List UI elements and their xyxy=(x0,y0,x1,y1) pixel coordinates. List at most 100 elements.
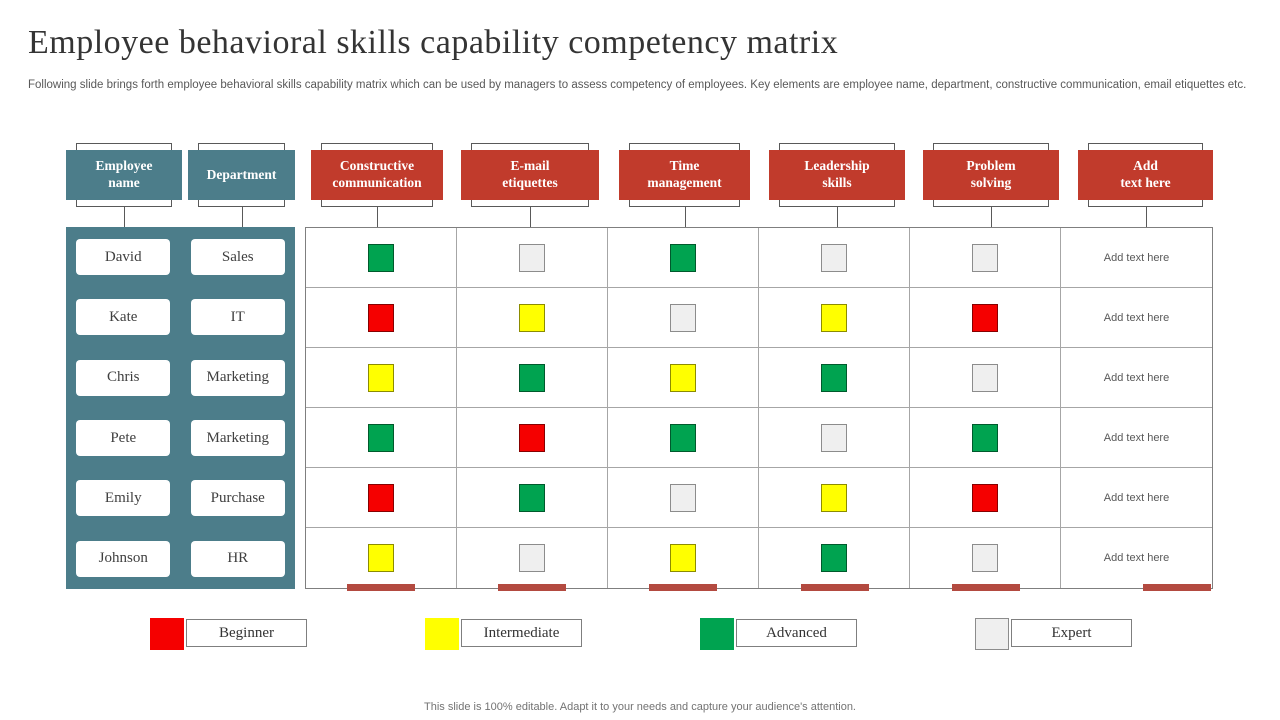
rating-square-advanced[interactable] xyxy=(519,363,545,392)
employee-name-box[interactable]: Kate xyxy=(76,299,171,336)
employee-row-cell: David xyxy=(66,227,181,287)
rating-cell xyxy=(457,348,608,408)
rating-square-advanced[interactable] xyxy=(368,423,394,452)
rating-cell xyxy=(759,288,910,348)
column-header-problem-solving: Problem solving xyxy=(923,143,1059,227)
rating-square-beginner[interactable] xyxy=(972,303,998,332)
header-label[interactable]: Problem solving xyxy=(923,150,1059,200)
employee-row-cell: Emily xyxy=(66,468,181,528)
rating-square-expert[interactable] xyxy=(519,243,545,272)
header-label[interactable]: Time management xyxy=(619,150,750,200)
rating-square-beginner[interactable] xyxy=(519,423,545,452)
rating-square-advanced[interactable] xyxy=(972,423,998,452)
employee-panel-grid: David Sales Kate IT Chris Marketing Pete Market… xyxy=(66,227,295,589)
employee-row-cell: Pete xyxy=(66,408,181,468)
department-box[interactable]: Purchase xyxy=(190,480,285,517)
rating-cell xyxy=(457,408,608,468)
rating-square-advanced[interactable] xyxy=(670,423,696,452)
add-text-cell[interactable]: Add text here xyxy=(1061,468,1212,528)
rating-square-intermediate[interactable] xyxy=(368,544,394,572)
rating-square-expert[interactable] xyxy=(972,243,998,272)
legend-label-box[interactable]: Intermediate xyxy=(461,619,582,647)
add-text-label: Add text here xyxy=(1103,431,1170,444)
department-box[interactable]: Marketing xyxy=(190,359,285,396)
rating-square-advanced[interactable] xyxy=(519,483,545,512)
rating-cell xyxy=(306,228,457,288)
rating-square-intermediate[interactable] xyxy=(821,303,847,332)
rating-square-intermediate[interactable] xyxy=(519,303,545,332)
legend-swatch-intermediate[interactable] xyxy=(425,618,459,650)
rating-square-advanced[interactable] xyxy=(821,363,847,392)
slide-subtitle: Following slide brings forth employee be… xyxy=(28,79,1247,91)
department-box[interactable]: IT xyxy=(190,299,285,336)
rating-square-beginner[interactable] xyxy=(972,483,998,512)
legend-label-box[interactable]: Beginner xyxy=(186,619,307,647)
column-header-add-text-here: Add text here xyxy=(1078,143,1213,227)
add-text-label: Add text here xyxy=(1103,251,1170,264)
column-header-department: Department xyxy=(188,143,295,227)
header-label[interactable]: Add text here xyxy=(1078,150,1213,200)
header-label[interactable]: Leadership skills xyxy=(769,150,905,200)
column-header-e-mail-etiquettes: E-mail etiquettes xyxy=(461,143,599,227)
rating-square-advanced[interactable] xyxy=(670,243,696,272)
rating-cell xyxy=(759,348,910,408)
rating-square-intermediate[interactable] xyxy=(368,363,394,392)
accent-bar xyxy=(800,584,869,591)
legend-swatch-advanced[interactable] xyxy=(700,618,734,650)
add-text-cell[interactable]: Add text here xyxy=(1061,228,1212,288)
rating-cell xyxy=(910,288,1061,348)
add-text-label: Add text here xyxy=(1103,552,1170,564)
page-title: Employee behavioral skills capability co… xyxy=(28,24,839,61)
legend-swatch-expert[interactable] xyxy=(975,618,1009,650)
rating-cell xyxy=(759,228,910,288)
footer-note: This slide is 100% editable. Adapt it to… xyxy=(424,701,856,713)
rating-cell xyxy=(910,468,1061,528)
rating-square-expert[interactable] xyxy=(519,544,545,572)
rating-square-expert[interactable] xyxy=(670,483,696,512)
rating-cell xyxy=(910,348,1061,408)
rating-square-expert[interactable] xyxy=(972,544,998,572)
connector-line xyxy=(530,207,531,227)
rating-cell xyxy=(306,348,457,408)
rating-square-expert[interactable] xyxy=(972,363,998,392)
rating-square-intermediate[interactable] xyxy=(821,483,847,512)
department-box[interactable]: Sales xyxy=(190,239,285,276)
legend-swatch-beginner[interactable] xyxy=(150,618,184,650)
rating-square-advanced[interactable] xyxy=(368,243,394,272)
rating-square-beginner[interactable] xyxy=(368,483,394,512)
employee-name-box[interactable]: David xyxy=(76,239,171,276)
column-header-leadership-skills: Leadership skills xyxy=(769,143,905,227)
employee-name-box[interactable]: Emily xyxy=(76,480,171,517)
employee-name-box[interactable]: Chris xyxy=(76,359,171,396)
connector-line xyxy=(377,207,378,227)
add-text-cell[interactable]: Add text here xyxy=(1061,348,1212,408)
legend-label-box[interactable]: Advanced xyxy=(736,619,857,647)
department-box[interactable]: HR xyxy=(190,540,285,577)
rating-square-beginner[interactable] xyxy=(368,303,394,332)
employee-name-box[interactable]: Johnson xyxy=(76,540,171,577)
employee-row-cell: Kate xyxy=(66,287,181,347)
column-header-constructive-communication: Constructive communication xyxy=(311,143,443,227)
rating-square-intermediate[interactable] xyxy=(670,544,696,572)
rating-square-advanced[interactable] xyxy=(821,544,847,572)
header-label[interactable]: Department xyxy=(188,150,295,200)
rating-square-expert[interactable] xyxy=(821,243,847,272)
header-label[interactable]: Constructive communication xyxy=(311,150,443,200)
add-text-cell[interactable]: Add text here xyxy=(1061,528,1212,588)
add-text-cell[interactable]: Add text here xyxy=(1061,288,1212,348)
rating-cell xyxy=(910,408,1061,468)
department-box[interactable]: Marketing xyxy=(190,420,285,457)
header-label[interactable]: Employee name xyxy=(66,150,182,200)
legend-label-box[interactable]: Expert xyxy=(1011,619,1132,647)
employee-row-cell: Marketing xyxy=(181,348,296,408)
rating-square-expert[interactable] xyxy=(821,423,847,452)
rating-cell xyxy=(910,528,1061,588)
rating-square-intermediate[interactable] xyxy=(670,363,696,392)
accent-bar xyxy=(346,584,415,591)
add-text-cell[interactable]: Add text here xyxy=(1061,408,1212,468)
employee-row-cell: Chris xyxy=(66,348,181,408)
employee-name-box[interactable]: Pete xyxy=(76,420,171,457)
rating-square-expert[interactable] xyxy=(670,303,696,332)
header-label[interactable]: E-mail etiquettes xyxy=(461,150,599,200)
